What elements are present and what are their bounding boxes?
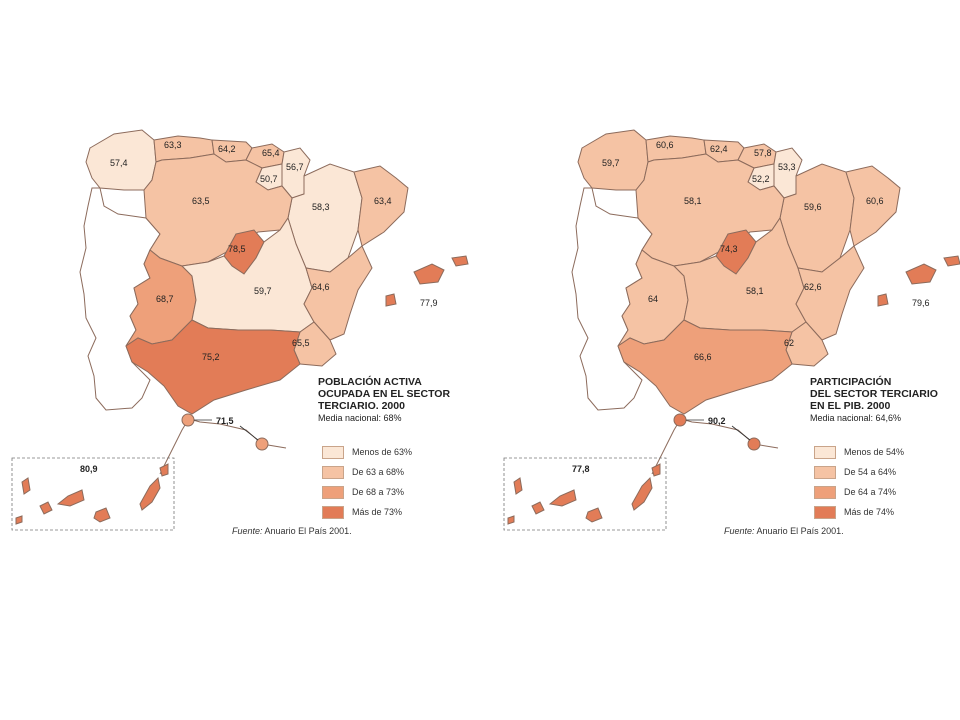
label-murcia: 65,5 xyxy=(292,338,310,348)
legend-swatch xyxy=(322,485,344,499)
label-canarias: 77,8 xyxy=(572,464,590,474)
region-cataluna[interactable] xyxy=(845,165,901,247)
legend-item: Más de 74% xyxy=(814,502,904,522)
map-title-line-1: PARTICIPACIÓN xyxy=(810,376,892,388)
legend-swatch xyxy=(322,465,344,479)
label-galicia: 57,4 xyxy=(110,158,128,168)
region-ceuta-melilla[interactable] xyxy=(673,413,761,451)
label-murcia: 62 xyxy=(784,338,794,348)
label-aragon: 58,3 xyxy=(312,202,330,212)
legend-swatch xyxy=(814,485,836,499)
canarias-inset-frame xyxy=(503,457,667,531)
legend-title: PARTICIPACIÓN DEL SECTOR TERCIARIO EN EL… xyxy=(810,376,960,424)
legend-item: Menos de 54% xyxy=(814,442,904,462)
map-subtitle: Media nacional: 68% xyxy=(318,413,402,423)
leader-melilla xyxy=(239,425,259,441)
region-baleares[interactable] xyxy=(877,255,960,307)
label-aragon: 59,6 xyxy=(804,202,822,212)
canarias-inset-frame xyxy=(11,457,175,531)
source-note: Fuente: Anuario El País 2001. xyxy=(232,526,352,536)
label-baleares: 79,6 xyxy=(912,298,930,308)
legend-label: De 64 a 74% xyxy=(844,487,897,497)
label-castillalamancha: 58,1 xyxy=(746,286,764,296)
source-prefix: Fuente: xyxy=(724,526,755,536)
label-madrid: 74,3 xyxy=(720,244,738,254)
map-title-line-2: DEL SECTOR TERCIARIO xyxy=(810,388,938,400)
map-title-line-2: OCUPADA EN EL SECTOR xyxy=(318,388,451,400)
region-canarias[interactable] xyxy=(15,463,169,525)
legend-label: De 68 a 73% xyxy=(352,487,405,497)
region-andalucia[interactable] xyxy=(125,319,301,415)
label-castillalamancha: 59,7 xyxy=(254,286,272,296)
legend: Menos de 54% De 54 a 64% De 64 a 74% Más… xyxy=(814,442,904,522)
label-cantabria: 64,2 xyxy=(218,144,236,154)
legend: Menos de 63% De 63 a 68% De 68 a 73% Más… xyxy=(322,442,412,522)
legend-item: De 54 a 64% xyxy=(814,462,904,482)
label-valencia: 64,6 xyxy=(312,282,330,292)
legend-swatch xyxy=(322,445,344,459)
legend-item: Más de 73% xyxy=(322,502,412,522)
label-asturias: 60,6 xyxy=(656,140,674,150)
map-subtitle: Media nacional: 64,6% xyxy=(810,413,902,423)
label-andalucia: 75,2 xyxy=(202,352,220,362)
label-rioja: 52,2 xyxy=(752,174,770,184)
label-andalucia: 66,6 xyxy=(694,352,712,362)
choropleth-svg: 59,7 60,6 62,4 57,8 53,3 52,2 59,6 60,6 … xyxy=(503,129,960,531)
label-extremadura: 68,7 xyxy=(156,294,174,304)
label-navarra: 56,7 xyxy=(286,162,304,172)
map-title-line-3: EN EL PIB. 2000 xyxy=(810,400,891,412)
label-canarias: 80,9 xyxy=(80,464,98,474)
label-castillaleon: 63,5 xyxy=(192,196,210,206)
choropleth-svg: 57,4 63,3 64,2 65,4 56,7 50,7 58,3 63,4 … xyxy=(11,129,469,531)
label-paisvasco: 57,8 xyxy=(754,148,772,158)
legend-swatch xyxy=(322,505,344,519)
label-madrid: 78,5 xyxy=(228,244,246,254)
legend-item: De 64 a 74% xyxy=(814,482,904,502)
legend-swatch xyxy=(814,445,836,459)
leader-melilla xyxy=(731,425,751,441)
label-rioja: 50,7 xyxy=(260,174,278,184)
label-cataluna: 63,4 xyxy=(374,196,392,206)
label-baleares: 77,9 xyxy=(420,298,438,308)
africa-coast xyxy=(185,417,287,449)
label-galicia: 59,7 xyxy=(602,158,620,168)
label-cataluna: 60,6 xyxy=(866,196,884,206)
label-ceuta-melilla: 90,2 xyxy=(708,416,726,426)
region-valencia[interactable] xyxy=(303,245,373,341)
africa-coast xyxy=(677,417,779,449)
map-poblacion-activa: 57,4 63,3 64,2 65,4 56,7 50,7 58,3 63,4 … xyxy=(0,118,470,548)
label-valencia: 62,6 xyxy=(804,282,822,292)
legend-item: De 63 a 68% xyxy=(322,462,412,482)
region-baleares[interactable] xyxy=(385,255,469,307)
legend-label: Más de 74% xyxy=(844,507,895,517)
legend-swatch xyxy=(814,465,836,479)
legend-swatch xyxy=(814,505,836,519)
map-title-line-1: POBLACIÓN ACTIVA xyxy=(318,376,422,388)
source-text: Anuario El País 2001. xyxy=(264,526,352,536)
label-castillaleon: 58,1 xyxy=(684,196,702,206)
legend-label: Menos de 54% xyxy=(844,447,905,457)
region-canarias[interactable] xyxy=(507,463,661,525)
map-title-line-3: TERCIARIO. 2000 xyxy=(318,400,405,412)
source-note: Fuente: Anuario El País 2001. xyxy=(724,526,844,536)
map-participacion-pib: 59,7 60,6 62,4 57,8 53,3 52,2 59,6 60,6 … xyxy=(492,118,960,548)
legend-label: De 63 a 68% xyxy=(352,467,405,477)
legend-item: Menos de 63% xyxy=(322,442,412,462)
label-asturias: 63,3 xyxy=(164,140,182,150)
label-cantabria: 62,4 xyxy=(710,144,728,154)
legend-title: POBLACIÓN ACTIVA OCUPADA EN EL SECTOR TE… xyxy=(318,376,470,424)
region-cataluna[interactable] xyxy=(353,165,409,247)
region-valencia[interactable] xyxy=(795,245,865,341)
legend-label: Más de 73% xyxy=(352,507,403,517)
legend-label: De 54 a 64% xyxy=(844,467,897,477)
source-prefix: Fuente: xyxy=(232,526,263,536)
legend-item: De 68 a 73% xyxy=(322,482,412,502)
source-text: Anuario El País 2001. xyxy=(756,526,844,536)
label-paisvasco: 65,4 xyxy=(262,148,280,158)
label-navarra: 53,3 xyxy=(778,162,796,172)
region-andalucia[interactable] xyxy=(617,319,793,415)
legend-label: Menos de 63% xyxy=(352,447,413,457)
label-ceuta-melilla: 71,5 xyxy=(216,416,234,426)
label-extremadura: 64 xyxy=(648,294,658,304)
